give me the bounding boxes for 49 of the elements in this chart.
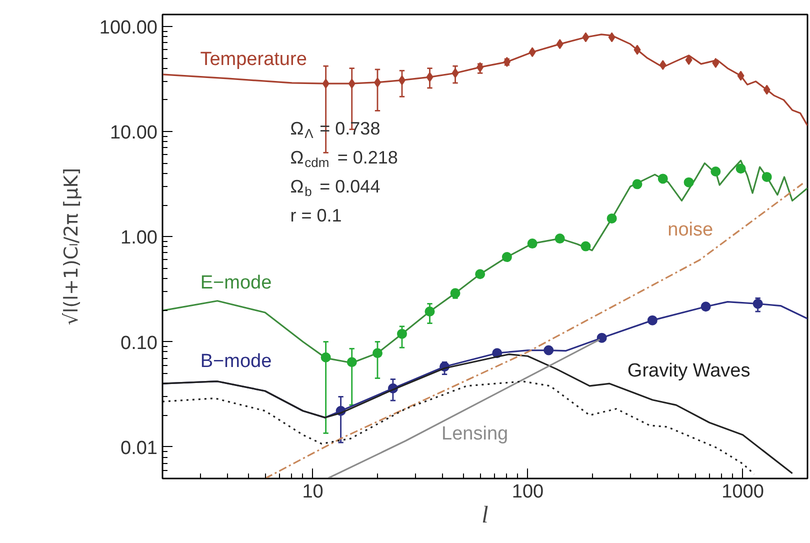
point	[426, 72, 434, 82]
point	[475, 269, 486, 280]
point	[608, 32, 616, 42]
point	[528, 47, 536, 58]
point	[712, 58, 720, 68]
series-label: Gravity Waves	[627, 360, 750, 382]
y-tick-label: 100.00	[99, 17, 158, 38]
y-tick-label: 10.00	[110, 122, 158, 144]
point	[527, 238, 538, 249]
annotation: r = 0.1	[290, 206, 342, 226]
point	[658, 174, 668, 184]
point	[348, 78, 356, 89]
series-label: Temperature	[200, 48, 307, 70]
point	[736, 164, 746, 174]
y-axis-title: √l(l+1)Cₗ/2π [μK]	[60, 168, 82, 326]
point	[450, 288, 460, 298]
y-tick-label: 0.10	[120, 332, 158, 354]
point	[346, 357, 357, 368]
point	[372, 348, 382, 358]
x-tick-label: 100	[512, 482, 544, 502]
point	[320, 352, 331, 362]
point	[632, 179, 642, 190]
point	[424, 306, 435, 317]
point	[606, 213, 617, 224]
series-label: noise	[668, 219, 714, 240]
point	[763, 84, 770, 95]
series-label: B−mode	[200, 350, 272, 372]
point	[659, 60, 666, 70]
x-tick-label: 10	[302, 482, 324, 502]
x-axis-title: l	[482, 502, 489, 528]
point	[322, 78, 330, 89]
point	[737, 70, 744, 81]
y-tick-label: 0.01	[120, 438, 158, 459]
point	[580, 241, 591, 252]
point	[556, 39, 564, 50]
point	[582, 32, 590, 42]
point	[634, 44, 641, 55]
series-label: Lensing	[442, 423, 508, 444]
point	[397, 328, 407, 339]
point	[710, 166, 721, 176]
point	[452, 68, 459, 78]
point	[685, 54, 692, 65]
point	[554, 234, 565, 244]
series-label: E−mode	[200, 272, 272, 294]
point	[502, 252, 512, 262]
y-tick-label: 1.00	[120, 228, 158, 249]
point	[684, 177, 694, 188]
x-tick-label: 1000	[722, 482, 764, 502]
point	[762, 172, 772, 182]
